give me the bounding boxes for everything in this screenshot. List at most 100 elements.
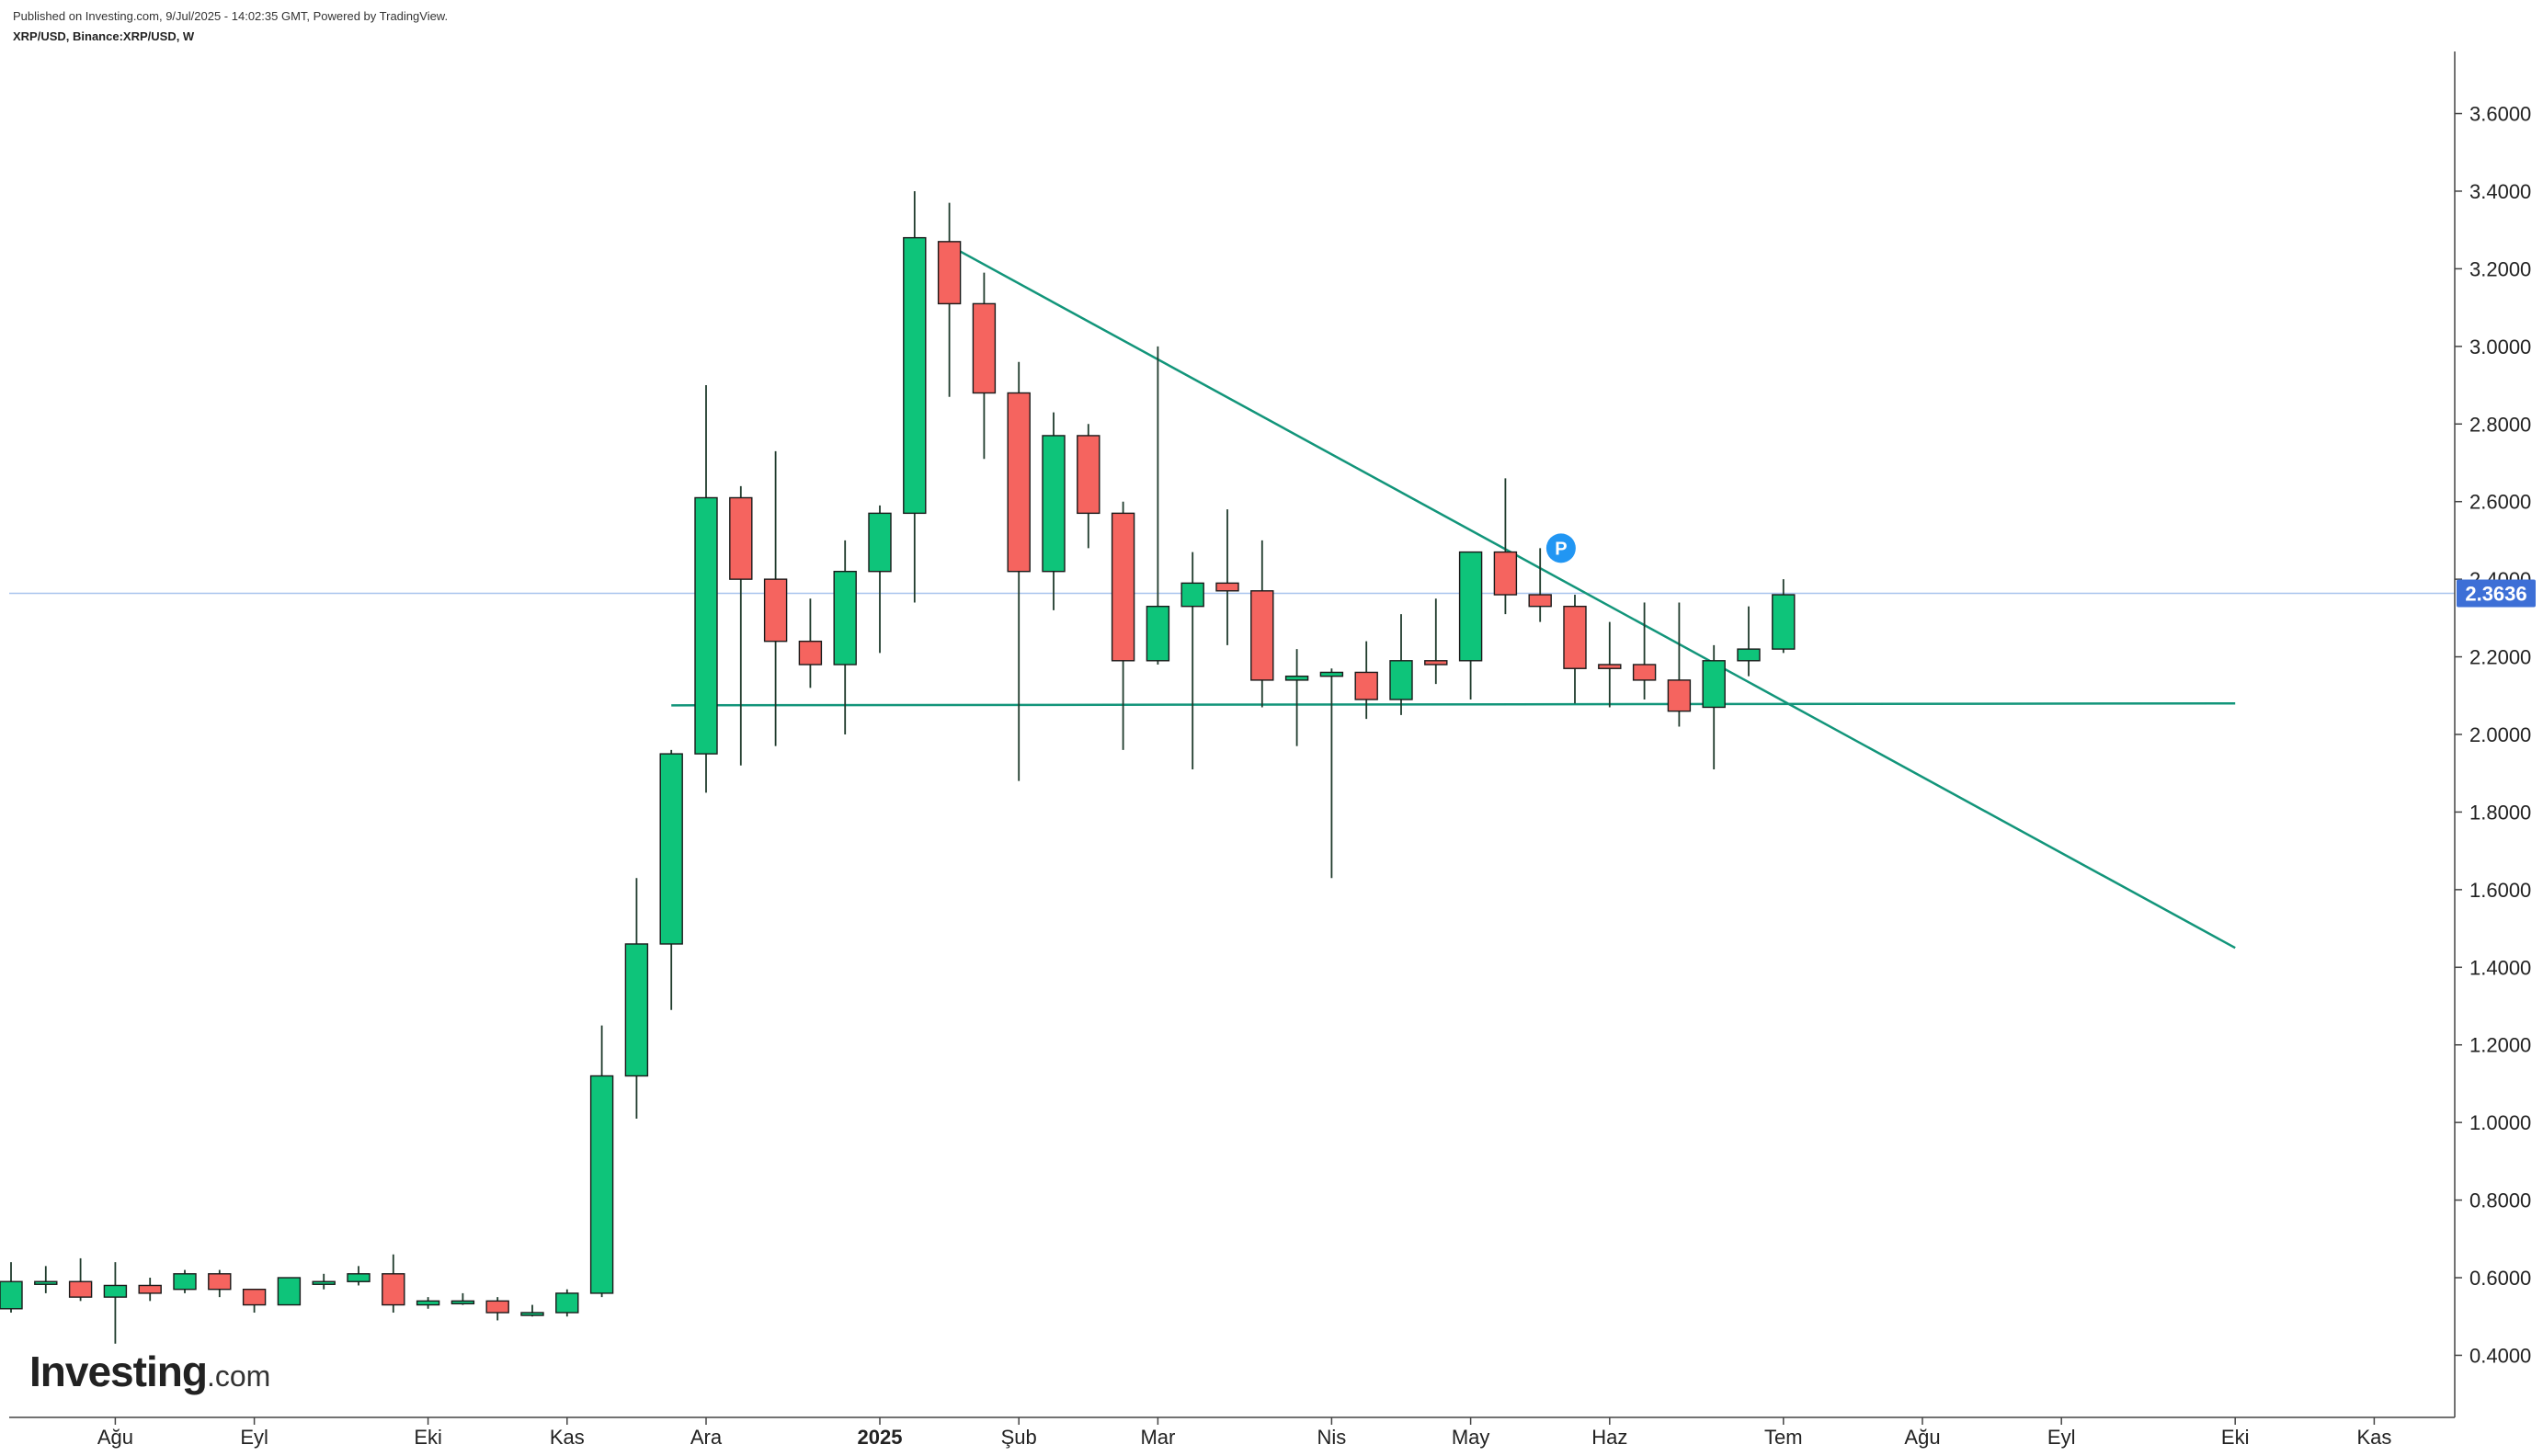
candle <box>1389 614 1413 715</box>
candle-body-up <box>416 1300 440 1306</box>
candle-body-up <box>1772 594 1796 650</box>
y-tick-label: 0.4000 <box>2469 1344 2531 1367</box>
candle-body-down <box>1111 512 1135 662</box>
candle <box>1493 478 1518 615</box>
candle-body-down <box>1215 582 1239 592</box>
candle-body-down <box>1077 435 1100 515</box>
candle-body-down <box>937 241 962 305</box>
candle-body-up <box>1042 435 1066 573</box>
logo-domain: .com <box>206 1359 271 1393</box>
candle-body-up <box>1702 660 1726 709</box>
candle <box>34 1266 58 1293</box>
publish-marker[interactable]: P <box>1545 533 1576 563</box>
candle-body-up <box>624 943 649 1077</box>
candle-body-up <box>903 236 927 515</box>
candle <box>242 1288 267 1314</box>
logo-brand: Investing <box>29 1348 208 1395</box>
x-tick-label: Eki <box>2221 1426 2250 1449</box>
published-caption: Published on Investing.com, 9/Jul/2025 -… <box>13 9 449 23</box>
candle <box>1528 548 1552 622</box>
y-tick-label: 1.0000 <box>2469 1111 2531 1134</box>
y-tick-label: 3.6000 <box>2469 103 2531 126</box>
candle <box>1667 602 1692 727</box>
candle-body-down <box>1563 605 1587 669</box>
candle <box>659 749 683 1010</box>
investing-logo: Investing.com <box>29 1347 270 1396</box>
candle <box>1458 551 1483 700</box>
publish-marker-label: P <box>1555 539 1567 559</box>
y-tick-label: 2.6000 <box>2469 491 2531 514</box>
y-tick-label: 1.4000 <box>2469 956 2531 979</box>
current-price-tag: 2.3636 <box>2457 579 2536 608</box>
candle-body-up <box>1319 671 1344 677</box>
candle <box>208 1269 232 1298</box>
candle-body-down <box>1007 392 1031 573</box>
trendline-descending <box>949 244 2236 950</box>
candle <box>555 1289 579 1317</box>
candle-body-up <box>1458 551 1483 662</box>
candle <box>173 1269 197 1293</box>
candle-body-down <box>242 1288 267 1306</box>
candle <box>1111 501 1135 750</box>
y-tick-label: 0.6000 <box>2469 1267 2531 1290</box>
candle <box>1563 595 1587 704</box>
x-tick-label: Haz <box>1591 1426 1627 1449</box>
candle-body-up <box>659 753 683 945</box>
candle <box>1007 361 1031 781</box>
candle <box>416 1297 440 1309</box>
y-tick-label: 1.8000 <box>2469 801 2531 824</box>
price-tag-label: 2.3636 <box>2465 583 2526 606</box>
candle-body-down <box>763 578 788 643</box>
candle-body-down <box>1250 590 1274 681</box>
y-tick-label: 3.2000 <box>2469 257 2531 280</box>
y-tick-label: 3.0000 <box>2469 336 2531 358</box>
candle-body-down <box>1528 594 1552 608</box>
x-tick-label: Şub <box>1001 1426 1037 1449</box>
candle <box>903 190 927 603</box>
candle-body-up <box>589 1075 614 1294</box>
candle <box>694 385 718 793</box>
candle <box>1354 641 1378 720</box>
candle <box>763 450 788 746</box>
publish-marker-icon <box>1545 533 1576 563</box>
candle-body-up <box>103 1284 128 1298</box>
x-tick-label: Ağu <box>1904 1426 1940 1449</box>
x-tick-label: Eki <box>414 1426 442 1449</box>
candle <box>103 1262 128 1344</box>
y-tick-label: 2.8000 <box>2469 413 2531 436</box>
candle <box>1772 579 1796 654</box>
candle <box>729 485 753 766</box>
x-axis-ticks[interactable]: Ağu Eyl Eki Kas Ara 2025 Şub Mar Nis May Haz Tem Ağu… <box>97 1417 2392 1449</box>
candle-body-up <box>833 570 857 665</box>
y-tick-label: 0.8000 <box>2469 1189 2531 1212</box>
candle <box>1702 644 1726 769</box>
y-axis-ticks[interactable]: 3.60003.40003.20003.00002.80002.60002.40… <box>2455 103 2531 1368</box>
candle-body-down <box>972 302 997 394</box>
candle-body-up <box>1146 605 1170 662</box>
candle-body-up <box>1284 675 1309 681</box>
candle <box>833 540 857 734</box>
y-tick-label: 1.2000 <box>2469 1034 2531 1057</box>
y-tick-label: 1.6000 <box>2469 879 2531 902</box>
x-tick-label: May <box>1452 1426 1490 1449</box>
candle-body-down <box>208 1273 232 1291</box>
x-tick-label: Eyl <box>240 1426 268 1449</box>
candle <box>450 1292 475 1305</box>
candle <box>1180 552 1204 769</box>
candle-body-up <box>1389 660 1413 700</box>
candle-body-up <box>347 1273 371 1282</box>
candle-body-up <box>1180 582 1204 608</box>
candle-body-up <box>312 1280 336 1285</box>
candle <box>1632 602 1657 700</box>
x-tick-label: Mar <box>1140 1426 1175 1449</box>
x-tick-label: Nis <box>1317 1426 1347 1449</box>
trendline-horizontal <box>671 701 2236 707</box>
candle-body-down <box>382 1273 405 1306</box>
candle-body-up <box>173 1273 197 1291</box>
candlestick-series <box>0 190 1796 1344</box>
axes <box>9 51 2456 1418</box>
candle-body-up <box>1737 648 1761 662</box>
candle <box>1284 649 1309 746</box>
candle <box>1737 606 1761 677</box>
